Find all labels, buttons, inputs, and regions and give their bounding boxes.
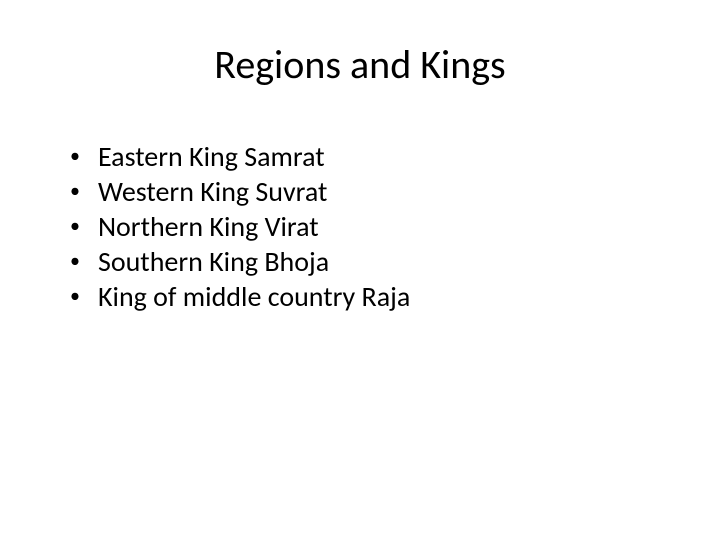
bullet-text: Southern King Bhoja (98, 244, 670, 279)
bullet-text: King of middle country Raja (98, 279, 670, 314)
bullet-icon: • (70, 174, 80, 208)
list-item: • Southern King Bhoja (70, 244, 670, 279)
bullet-text: Eastern King Samrat (98, 139, 670, 174)
bullet-icon: • (70, 279, 80, 313)
bullet-icon: • (70, 139, 80, 173)
bullet-list: • Eastern King Samrat • Western King Suv… (50, 139, 670, 314)
bullet-text: Northern King Virat (98, 209, 670, 244)
list-item: • Northern King Virat (70, 209, 670, 244)
list-item: • Eastern King Samrat (70, 139, 670, 174)
list-item: • King of middle country Raja (70, 279, 670, 314)
slide-title: Regions and Kings (50, 40, 670, 89)
list-item: • Western King Suvrat (70, 174, 670, 209)
bullet-icon: • (70, 244, 80, 278)
slide-container: Regions and Kings • Eastern King Samrat … (0, 0, 720, 540)
bullet-icon: • (70, 209, 80, 243)
bullet-text: Western King Suvrat (98, 174, 670, 209)
